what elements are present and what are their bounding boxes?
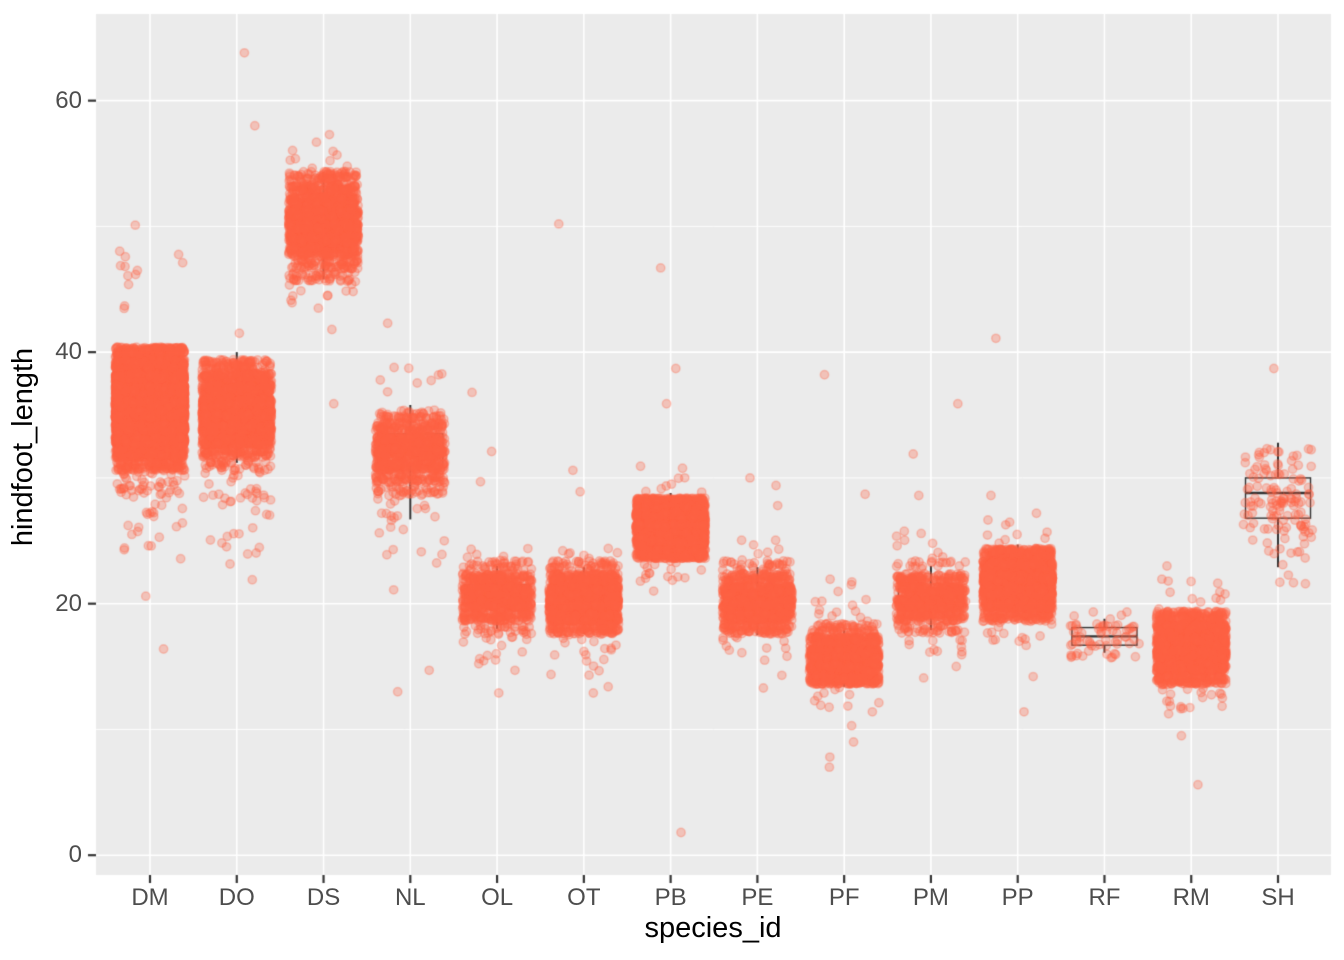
x-tick-label: PP bbox=[1001, 884, 1034, 911]
x-tick-label: DO bbox=[218, 884, 255, 911]
x-axis-title: species_id bbox=[644, 912, 782, 944]
x-tick-label: PF bbox=[828, 884, 860, 911]
y-tick-label: 0 bbox=[68, 841, 82, 869]
x-tick-label: RF bbox=[1088, 884, 1121, 911]
x-tick-label: PM bbox=[912, 884, 949, 911]
x-axis-title-row: species_id bbox=[0, 912, 1344, 944]
x-tick-label: OT bbox=[567, 884, 601, 911]
x-tick-label: RM bbox=[1172, 884, 1210, 911]
x-tick-label: NL bbox=[394, 884, 426, 911]
y-tick-label: 40 bbox=[55, 338, 82, 366]
x-tick-label: PB bbox=[654, 884, 687, 911]
x-tick-label: PE bbox=[741, 884, 774, 911]
y-tick-label: 60 bbox=[55, 86, 82, 114]
x-tick-label: DM bbox=[131, 884, 169, 911]
x-tick-label: SH bbox=[1261, 884, 1295, 911]
x-tick-label: DS bbox=[306, 884, 341, 911]
x-tick-label: OL bbox=[481, 884, 514, 911]
y-tick-label: 20 bbox=[55, 589, 82, 617]
y-axis-title: hindfoot_length bbox=[7, 347, 39, 547]
